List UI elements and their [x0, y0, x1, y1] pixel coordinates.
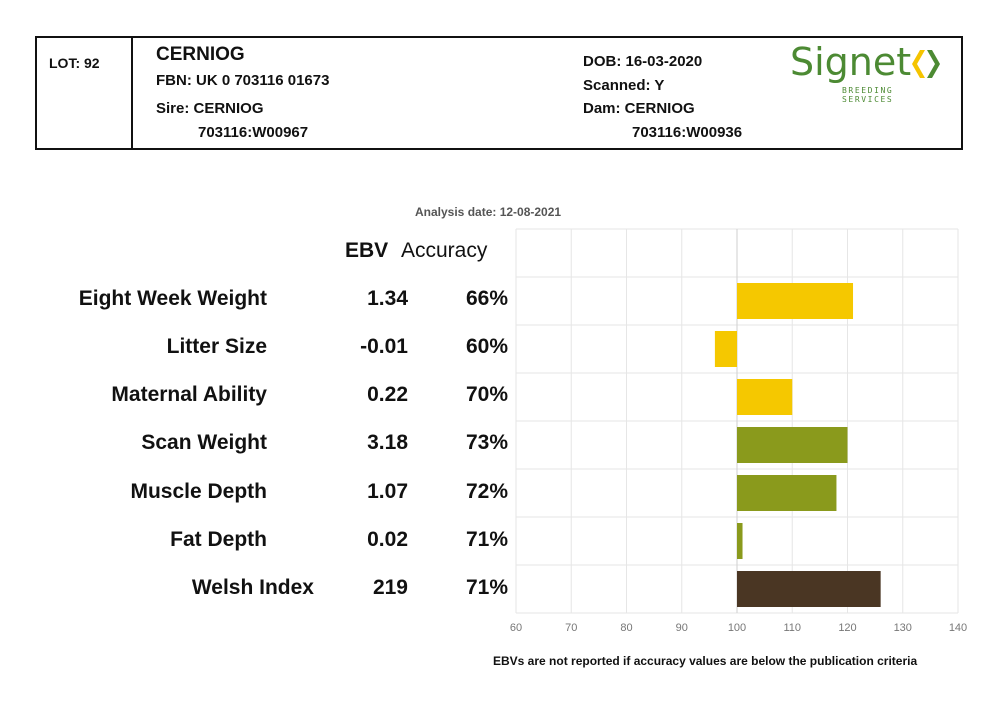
ebv-value: -0.01 [360, 335, 408, 358]
ebv-value: 1.34 [367, 287, 408, 310]
ebv-value: 0.02 [367, 528, 408, 551]
x-tick-label: 70 [565, 622, 577, 634]
x-tick-label: 130 [894, 622, 912, 634]
lot-number: LOT: 92 [49, 55, 100, 71]
trait-label: Maternal Ability [111, 383, 267, 406]
x-tick-label: 140 [949, 622, 967, 634]
accuracy-value: 73% [465, 431, 508, 454]
x-tick-label: 120 [838, 622, 856, 634]
dam-id: 703116:W00936 [632, 124, 743, 141]
bar-litter-size [714, 331, 737, 367]
accuracy-value: 66% [465, 287, 508, 310]
bar-scan-weight [737, 427, 848, 463]
dam-label: Dam: CERNIOG [583, 100, 695, 117]
trait-label: Scan Weight [141, 431, 267, 454]
animal-name: CERNIOG [156, 44, 245, 65]
trait-label: Eight Week Weight [78, 287, 267, 310]
ebv-value: 219 [372, 576, 408, 599]
scanned: Scanned: Y [583, 77, 665, 94]
chevron-mark-icon [912, 50, 940, 78]
ebv-value: 0.22 [367, 383, 408, 406]
logo-subtitle: BREEDING SERVICES [842, 86, 894, 104]
x-tick-label: 110 [783, 622, 801, 634]
logo-word: Signet [790, 40, 912, 84]
bar-maternal-ability [737, 379, 793, 415]
x-tick-label: 80 [620, 622, 632, 634]
trait-label: Welsh Index [191, 576, 314, 599]
trait-label: Fat Depth [170, 528, 267, 551]
accuracy-value: 72% [465, 480, 508, 503]
ebv-bar-chart: 60 70 80 90 100 110 120 130 140 [510, 228, 967, 634]
sire-label: Sire: CERNIOG [156, 100, 264, 117]
x-tick-label: 90 [676, 622, 688, 634]
ebv-column-header: EBV [345, 239, 389, 262]
lot-cell: LOT: 92 [37, 38, 133, 148]
fbn: FBN: UK 0 703116 01673 [156, 72, 330, 89]
ebv-value: 1.07 [367, 480, 408, 503]
x-tick-label: 60 [510, 622, 522, 634]
footnote: EBVs are not reported if accuracy values… [493, 654, 918, 668]
accuracy-column-header: Accuracy [401, 239, 488, 262]
ebv-value: 3.18 [367, 431, 408, 454]
accuracy-value: 60% [465, 335, 508, 358]
trait-label: Muscle Depth [130, 480, 267, 503]
bar-welsh-index [737, 571, 881, 607]
accuracy-value: 71% [465, 576, 508, 599]
sire-id: 703116:W00967 [198, 124, 309, 141]
accuracy-value: 70% [465, 383, 508, 406]
bar-muscle-depth [737, 475, 837, 511]
trait-label: Litter Size [166, 335, 267, 358]
accuracy-value: 71% [465, 528, 508, 551]
bar-fat-depth [737, 523, 743, 559]
bar-eight-week-weight [737, 283, 854, 319]
x-tick-label: 100 [728, 622, 746, 634]
dob: DOB: 16-03-2020 [583, 53, 703, 70]
analysis-date: Analysis date: 12-08-2021 [415, 205, 562, 219]
signet-logo: Signet BREEDING SERVICES [790, 40, 950, 104]
animal-header: LOT: 92 [35, 36, 963, 150]
